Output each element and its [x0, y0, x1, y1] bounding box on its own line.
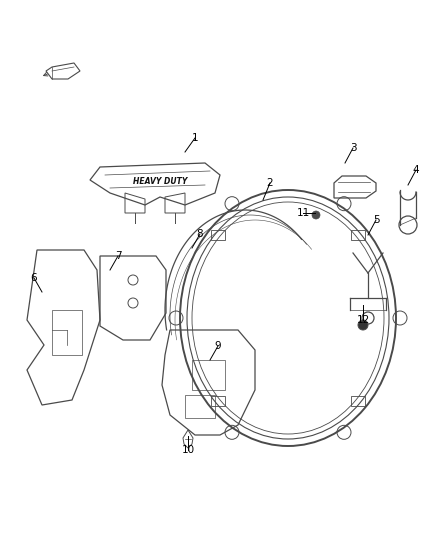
- Text: 8: 8: [197, 229, 203, 239]
- Text: 7: 7: [115, 251, 121, 261]
- Text: 10: 10: [181, 445, 194, 455]
- Circle shape: [312, 211, 320, 219]
- Text: 9: 9: [215, 341, 221, 351]
- Text: 11: 11: [297, 208, 310, 218]
- Text: 3: 3: [350, 143, 356, 153]
- Text: 5: 5: [373, 215, 379, 225]
- Text: 4: 4: [413, 165, 419, 175]
- Text: 12: 12: [357, 315, 370, 325]
- Text: 2: 2: [267, 178, 273, 188]
- Text: 6: 6: [31, 273, 37, 283]
- Text: HEAVY DUTY: HEAVY DUTY: [133, 177, 187, 187]
- Circle shape: [358, 320, 368, 330]
- Text: 1: 1: [192, 133, 198, 143]
